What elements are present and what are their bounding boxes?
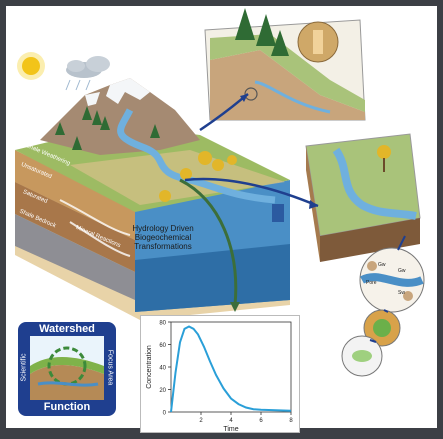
unsaturated-layer <box>15 150 135 240</box>
concentration-chart: 0 20 40 60 80 2 4 6 8 Time Concentration <box>140 315 300 433</box>
x-tick-label: 4 <box>229 418 233 424</box>
logo-top-text: Watershed <box>39 323 95 335</box>
watershed-function-logo: Watershed Function Scientific Focus Area <box>18 322 116 416</box>
x-axis-label: Time <box>223 426 238 433</box>
logo-graphic <box>18 322 116 416</box>
microbe-inset <box>363 309 401 347</box>
y-tick-label: 0 <box>163 411 167 417</box>
main-label-line-3: Transformations <box>134 242 192 251</box>
x-tick-label: 6 <box>259 418 263 424</box>
logo-left-text: Scientific <box>20 353 28 382</box>
conifer-trees <box>55 106 160 150</box>
arrow-to-floodplain <box>184 177 319 208</box>
mountain <box>40 78 200 155</box>
main-process-label: Hydrology Driven Biogeochemical Transfor… <box>118 224 208 251</box>
x-tick-label: 2 <box>199 418 203 424</box>
arrow-to-cell <box>369 339 377 343</box>
y-tick-label: 40 <box>159 366 166 372</box>
rain-cloud-icon <box>65 56 110 91</box>
cell-inset <box>341 335 383 377</box>
main-label-line-2: Biogeochemical <box>134 233 192 242</box>
river <box>117 108 276 204</box>
concentration-chart-svg: 0 20 40 60 80 2 4 6 8 Time Concentration <box>146 321 293 434</box>
inset-label-gw-2: Gw <box>398 268 406 274</box>
concentration-series-line <box>170 325 292 413</box>
logo-bottom-text: Function <box>43 401 91 413</box>
aspen-trees <box>159 151 237 202</box>
saturated-layer <box>15 182 135 272</box>
pore-scale-inset <box>359 247 425 313</box>
main-label-line-1: Hydrology Driven <box>132 224 194 233</box>
hillslope-inset <box>204 8 366 121</box>
inset-label-pore: Pore <box>366 280 377 286</box>
inset-label-gw-1: Gw <box>378 262 386 268</box>
y-tick-label: 80 <box>159 321 166 327</box>
arrow-to-chart <box>179 178 238 306</box>
y-tick-label: 60 <box>159 343 166 349</box>
y-tick-label: 20 <box>159 388 166 394</box>
arrow-to-microbe <box>383 309 389 313</box>
sun-icon <box>17 52 45 80</box>
bedrock-layer <box>15 214 135 300</box>
floodplain-inset <box>305 133 421 262</box>
y-axis-label: Concentration <box>146 345 153 389</box>
arrow-to-pore <box>397 235 406 251</box>
logo-right-text: Focus Area <box>106 349 114 386</box>
x-tick-label: 8 <box>289 418 293 424</box>
inset-label-sw: Sw <box>398 290 405 296</box>
watershed-block <box>15 78 290 320</box>
